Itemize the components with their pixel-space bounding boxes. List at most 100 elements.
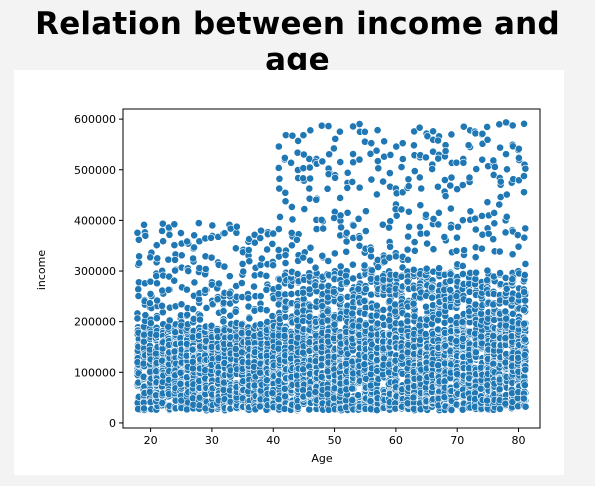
scatter-point bbox=[299, 348, 307, 357]
scatter-point bbox=[331, 173, 339, 182]
x-tick-label: 20 bbox=[144, 434, 158, 447]
scatter-point bbox=[299, 253, 308, 262]
scatter-point bbox=[324, 257, 333, 265]
scatter-point bbox=[343, 168, 352, 177]
scatter-point bbox=[379, 306, 388, 314]
scatter-point bbox=[134, 235, 143, 244]
scatter-point bbox=[397, 163, 406, 171]
scatter-point bbox=[342, 271, 350, 280]
scatter-point bbox=[312, 225, 321, 233]
scatter-point bbox=[521, 335, 529, 344]
scatter-point bbox=[508, 250, 517, 259]
scatter-point bbox=[520, 319, 529, 328]
scatter-point bbox=[133, 228, 142, 237]
scatter-point bbox=[214, 279, 223, 288]
scatter-point bbox=[483, 135, 492, 144]
scatter-point bbox=[447, 173, 456, 182]
scatter-point bbox=[245, 257, 254, 266]
scatter-point bbox=[274, 246, 283, 254]
y-tick-label: 0 bbox=[109, 417, 116, 430]
scatter-point bbox=[471, 253, 480, 262]
scatter-point bbox=[171, 266, 179, 275]
scatter-point bbox=[403, 348, 412, 357]
scatter-point bbox=[483, 276, 492, 285]
scatter-point bbox=[141, 311, 150, 320]
scatter-point bbox=[330, 320, 339, 329]
scatter-point bbox=[245, 314, 254, 323]
scatter-point bbox=[317, 372, 326, 381]
scatter-point bbox=[423, 239, 431, 248]
scatter-point bbox=[354, 391, 363, 400]
scatter-point bbox=[170, 347, 179, 356]
scatter-point bbox=[348, 396, 357, 404]
scatter-point bbox=[409, 393, 418, 402]
scatter-point bbox=[519, 394, 528, 403]
scatter-point bbox=[238, 259, 247, 268]
scatter-point bbox=[415, 123, 424, 132]
scatter-point bbox=[140, 330, 148, 339]
scatter-point bbox=[521, 164, 530, 173]
scatter-point bbox=[231, 244, 240, 253]
scatter-point bbox=[489, 235, 498, 244]
scatter-point bbox=[429, 245, 438, 254]
scatter-point bbox=[337, 223, 345, 232]
scatter-point bbox=[293, 270, 302, 278]
scatter-point bbox=[305, 194, 314, 203]
scatter-point bbox=[392, 252, 400, 261]
scatter-point bbox=[404, 207, 413, 216]
x-tick-label: 60 bbox=[389, 434, 403, 447]
scatter-point bbox=[459, 158, 468, 167]
scatter-point bbox=[342, 278, 351, 287]
scatter-point bbox=[355, 234, 364, 242]
scatter-point bbox=[257, 226, 265, 235]
scatter-point bbox=[164, 255, 173, 264]
scatter-point bbox=[263, 245, 272, 254]
scatter-point bbox=[281, 392, 289, 401]
scatter-point bbox=[171, 255, 179, 264]
scatter-point bbox=[477, 332, 486, 341]
scatter-point bbox=[373, 126, 382, 135]
scatter-point bbox=[416, 201, 425, 210]
x-tick-label: 70 bbox=[450, 434, 464, 447]
scatter-point bbox=[225, 289, 234, 298]
scatter-point bbox=[152, 272, 161, 281]
scatter-point bbox=[317, 282, 326, 291]
scatter-point bbox=[362, 207, 370, 216]
scatter-point bbox=[508, 275, 517, 284]
scatter-point bbox=[306, 243, 315, 252]
x-tick-label: 30 bbox=[205, 434, 219, 447]
scatter-point bbox=[483, 198, 492, 207]
scatter-point bbox=[281, 259, 290, 267]
scatter-point bbox=[182, 405, 191, 414]
scatter-point bbox=[177, 251, 186, 260]
scatter-point bbox=[514, 154, 523, 162]
scatter-point bbox=[201, 265, 210, 273]
y-tick-label: 300000 bbox=[74, 265, 116, 278]
scatter-point bbox=[152, 314, 161, 323]
scatter-point bbox=[342, 228, 351, 237]
scatter-point bbox=[452, 158, 461, 167]
scatter-point bbox=[202, 304, 211, 312]
scatter-point bbox=[226, 311, 235, 320]
scatter-point bbox=[194, 219, 203, 228]
scatter-point bbox=[404, 232, 412, 241]
scatter-point bbox=[478, 212, 486, 220]
page-title: Relation between income and age bbox=[35, 6, 560, 78]
scatter-point bbox=[521, 402, 530, 411]
scatter-point bbox=[404, 182, 413, 191]
scatter-point bbox=[184, 267, 193, 275]
scatter-point bbox=[403, 255, 412, 264]
scatter-point bbox=[397, 272, 406, 281]
scatter-point bbox=[349, 221, 358, 230]
scatter-point bbox=[336, 194, 345, 202]
scatter-point bbox=[170, 241, 179, 250]
scatter-point bbox=[354, 214, 363, 223]
scatter-point bbox=[281, 188, 290, 197]
scatter-point bbox=[513, 231, 522, 239]
scatter-point bbox=[318, 157, 327, 166]
scatter-point bbox=[501, 228, 510, 237]
scatter-point bbox=[225, 272, 234, 281]
x-axis: 20 30 40 50 60 70 80 bbox=[144, 428, 526, 447]
scatter-point bbox=[288, 131, 297, 140]
scatter-point bbox=[398, 139, 407, 148]
